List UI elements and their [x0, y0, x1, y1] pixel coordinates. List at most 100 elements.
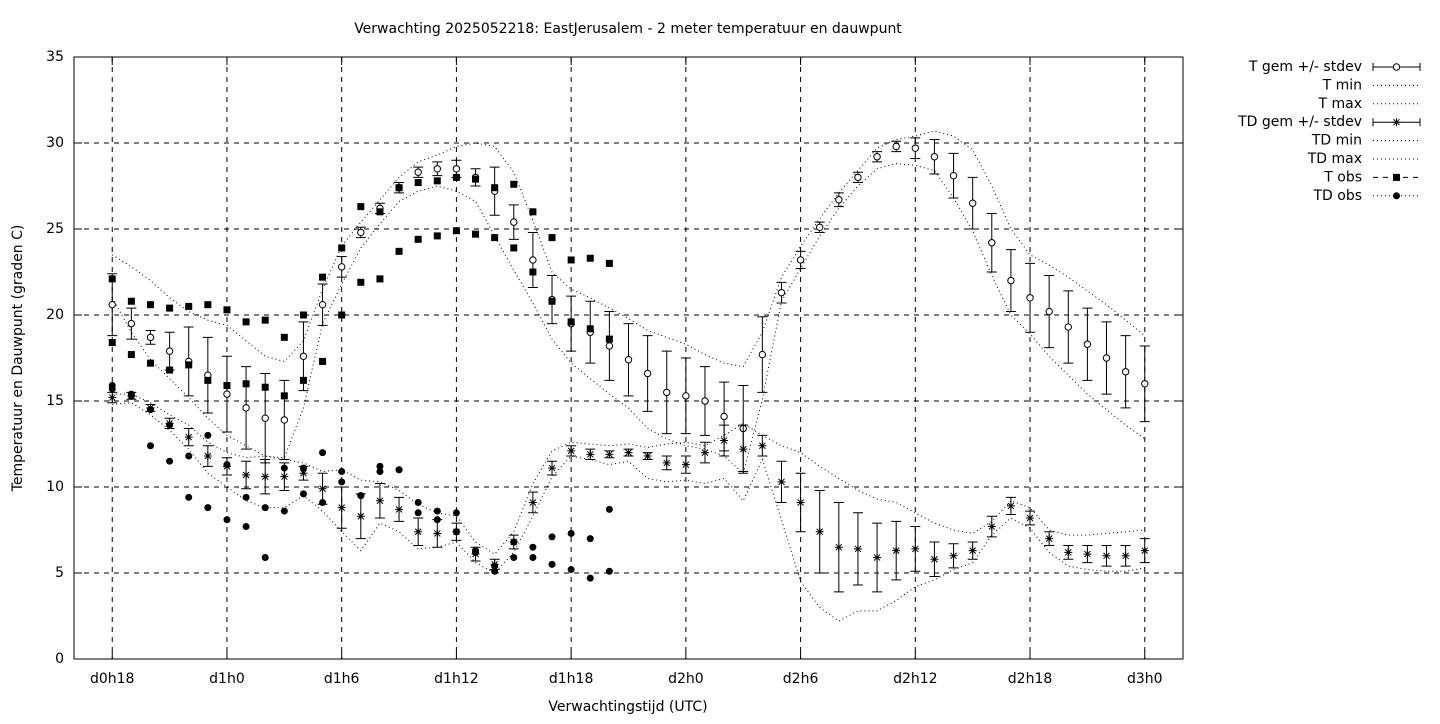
- observation: [223, 461, 231, 469]
- marker: [261, 414, 269, 422]
- observation: [491, 567, 499, 575]
- marker: [280, 472, 289, 481]
- marker: [127, 319, 136, 328]
- observation: [433, 516, 441, 524]
- marker: [777, 288, 786, 297]
- error-bar: [107, 391, 118, 404]
- observation: [452, 173, 460, 181]
- observation: [146, 359, 154, 367]
- chart-title: Verwachting 2025052218: EastJerusalem - …: [354, 21, 902, 37]
- x-tick-label: d1h12: [434, 671, 478, 687]
- observation: [414, 235, 422, 243]
- marker: [108, 393, 117, 402]
- observation: [242, 493, 250, 501]
- marker: [1121, 368, 1130, 376]
- legend-label: TD max: [1307, 151, 1362, 167]
- marker: [318, 484, 327, 493]
- error-bar: [527, 231, 538, 288]
- error-bar: [1082, 307, 1093, 381]
- error-bar: [566, 445, 577, 457]
- marker: [739, 445, 748, 454]
- observation: [299, 490, 307, 498]
- marker: [1045, 307, 1053, 316]
- marker: [605, 450, 614, 459]
- error-bar: [547, 460, 558, 476]
- x-tick-label: d2h18: [1008, 671, 1052, 687]
- error-bar: [891, 520, 902, 581]
- observation: [414, 179, 422, 187]
- observation: [529, 554, 537, 562]
- marker: [930, 153, 939, 161]
- observation: [223, 382, 231, 390]
- observation: [433, 507, 441, 515]
- marker: [758, 350, 767, 359]
- observation: [338, 468, 346, 476]
- range-line: [111, 163, 1146, 475]
- marker: [1026, 294, 1034, 302]
- observation: [510, 538, 518, 546]
- legend-sample: [1372, 118, 1421, 127]
- marker: [796, 498, 805, 507]
- marker: [624, 448, 633, 457]
- error-bar: [508, 204, 519, 240]
- marker: [108, 300, 116, 309]
- error-bar: [872, 151, 883, 163]
- marker: [987, 522, 996, 531]
- y-tick-label: 5: [55, 565, 64, 581]
- observation: [261, 504, 269, 512]
- marker: [777, 477, 786, 486]
- marker: [643, 452, 652, 461]
- error-bar: [317, 283, 328, 326]
- legend-label: TD obs: [1312, 188, 1362, 204]
- error-bar: [1120, 544, 1131, 567]
- error-bar: [699, 366, 710, 436]
- error-bar: [413, 517, 424, 546]
- error-bar: [1005, 496, 1016, 516]
- error-bar: [1139, 345, 1150, 423]
- observation: [223, 516, 231, 524]
- observation: [357, 492, 365, 500]
- observation: [319, 498, 327, 506]
- marker: [318, 300, 327, 309]
- error-bar: [833, 192, 844, 208]
- observation: [376, 468, 384, 476]
- marker: [1393, 192, 1400, 200]
- error-bar: [585, 448, 596, 460]
- error-bar: [699, 441, 710, 464]
- legend-label: T obs: [1323, 169, 1362, 185]
- error-bar: [872, 522, 883, 593]
- observation: [299, 376, 307, 384]
- observation: [510, 554, 518, 562]
- observation: [280, 333, 288, 341]
- observation: [299, 464, 307, 472]
- observation: [319, 357, 327, 365]
- marker: [528, 498, 537, 507]
- marker: [146, 333, 155, 342]
- observation: [299, 311, 307, 319]
- error-bar: [776, 281, 787, 304]
- marker: [1083, 340, 1092, 348]
- observation: [395, 184, 403, 192]
- marker: [700, 448, 709, 457]
- x-axis-label: Verwachtingstijd (UTC): [548, 699, 707, 715]
- observation: [166, 421, 174, 429]
- range-line: [112, 402, 1145, 622]
- error-bar: [910, 526, 921, 572]
- marker: [835, 196, 843, 204]
- error-bar: [910, 137, 921, 159]
- error-bar: [680, 455, 691, 474]
- error-bar: [661, 455, 672, 471]
- marker: [395, 505, 404, 514]
- error-bar: [1044, 274, 1055, 349]
- observation: [605, 335, 613, 343]
- observation: [185, 493, 193, 501]
- observation: [567, 256, 575, 264]
- observation: [357, 278, 365, 286]
- range-line: [112, 393, 1145, 555]
- error-bar: [623, 323, 634, 397]
- marker: [433, 165, 441, 173]
- marker: [1064, 323, 1072, 331]
- error-bar: [1139, 538, 1150, 564]
- error-bar: [432, 161, 443, 177]
